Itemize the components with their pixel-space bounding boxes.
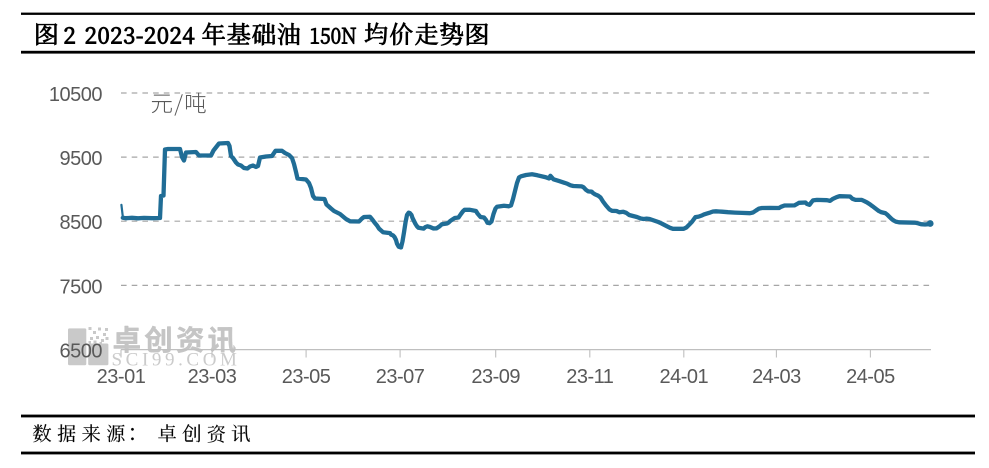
- svg-text:7500: 7500: [60, 276, 103, 298]
- svg-text:6500: 6500: [60, 341, 103, 363]
- svg-text:23-05: 23-05: [282, 366, 331, 388]
- svg-text:10500: 10500: [49, 84, 102, 106]
- svg-text:SCI99.COM: SCI99.COM: [112, 350, 241, 371]
- svg-text:8500: 8500: [60, 212, 103, 234]
- svg-text:23-07: 23-07: [376, 366, 425, 388]
- svg-text:23-01: 23-01: [97, 366, 146, 388]
- svg-text:23-09: 23-09: [471, 366, 520, 388]
- svg-text:23-03: 23-03: [188, 366, 237, 388]
- svg-text:23-11: 23-11: [566, 366, 614, 388]
- svg-text:24-01: 24-01: [659, 366, 708, 388]
- svg-text:24-05: 24-05: [846, 366, 895, 388]
- svg-text:24-03: 24-03: [752, 366, 801, 388]
- svg-text:9500: 9500: [60, 148, 103, 170]
